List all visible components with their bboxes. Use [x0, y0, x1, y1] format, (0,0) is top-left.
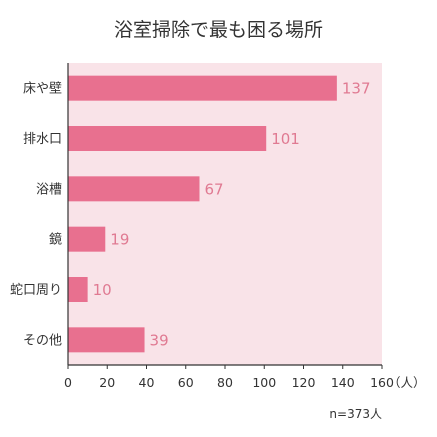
bar	[68, 226, 106, 252]
category-label: その他	[23, 333, 62, 348]
category-label: 蛇口周り	[10, 283, 62, 298]
bars: 137 101 67 19 10 39	[68, 75, 371, 353]
x-tick-label: 80	[217, 375, 233, 390]
x-axis-unit-label: （人）	[388, 375, 426, 390]
x-tick-label: 20	[99, 375, 115, 390]
bar	[68, 327, 145, 353]
bar-value-label: 101	[271, 130, 300, 148]
category-label: 鏡	[49, 233, 62, 248]
bar-value-label: 10	[93, 281, 112, 299]
x-tick-label: 60	[178, 375, 194, 390]
x-axis-ticks: 0 20 40 60 80 100 120 140 160	[64, 365, 394, 390]
category-label: 浴槽	[36, 182, 62, 197]
chart-title: 浴室掃除で最も困る場所	[114, 19, 323, 41]
x-tick-label: 0	[64, 375, 72, 390]
bar	[68, 126, 267, 151]
bar-value-label: 39	[150, 331, 169, 349]
bar-value-label: 19	[110, 231, 129, 249]
category-label: 床や壁	[23, 82, 62, 97]
sample-size-note: n=373人	[329, 407, 382, 421]
plot-area	[68, 63, 382, 365]
x-tick-label: 40	[139, 375, 155, 390]
bar	[68, 176, 200, 202]
bar-value-label: 137	[342, 80, 371, 98]
category-label: 排水口	[23, 132, 62, 147]
bar-value-label: 67	[204, 180, 223, 198]
x-tick-label: 140	[331, 375, 355, 390]
bar	[68, 277, 88, 302]
x-tick-label: 160	[370, 375, 394, 390]
x-tick-label: 120	[292, 375, 316, 390]
bar	[68, 75, 337, 101]
x-tick-label: 100	[252, 375, 276, 390]
